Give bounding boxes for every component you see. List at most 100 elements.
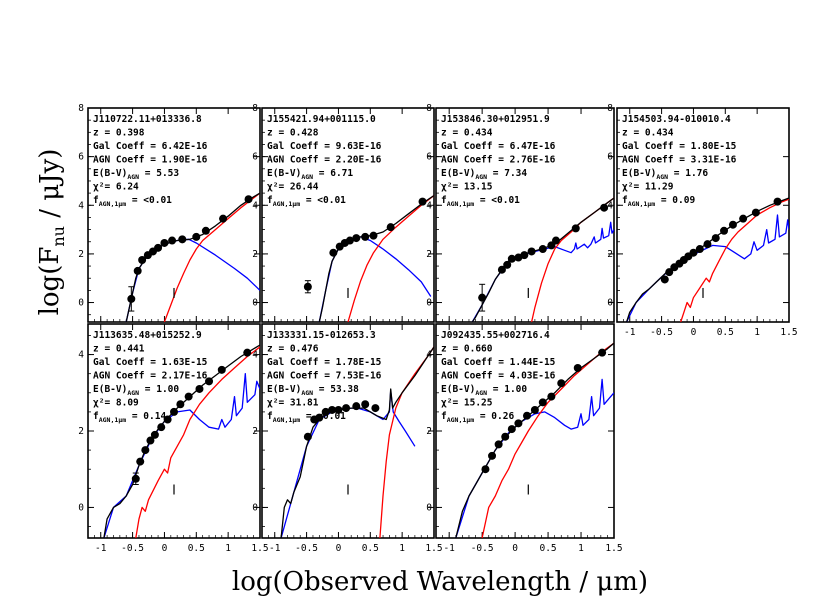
panel-fit-line-5: χ²= 8.09 (93, 398, 139, 409)
y-tick-label: 8 (426, 103, 432, 114)
panel-fit-line-6: fAGN,1μm = 0.14 (93, 411, 166, 424)
panel-fit-line-4: E(B-V)AGN = 6.71 (267, 168, 353, 181)
total-model-line (625, 197, 789, 322)
panel-grid: 0 2 4 6 8 J110722.11+013336.8 z = 0.398 Gal Coe… (78, 103, 797, 554)
photometry-point (361, 232, 370, 241)
total-model-line (318, 194, 434, 322)
photometry-point (192, 232, 201, 241)
photometry-point (352, 402, 361, 411)
x-tick-label: 1 (399, 543, 405, 554)
x-tick-label: 0 (162, 543, 168, 554)
photometry-point (150, 430, 159, 439)
panel-fit-line-1: z = 0.660 (441, 344, 493, 355)
x-tick-label: -1 (269, 543, 281, 554)
x-tick-label: 1.5 (425, 543, 442, 554)
photometry-point (157, 423, 166, 432)
panel-fit-line-4: E(B-V)AGN = 5.53 (93, 168, 179, 181)
y-tick-label: 4 (426, 350, 432, 361)
panel-fit-line-5: χ²= 31.81 (267, 398, 319, 409)
panel-fit-line-6: fAGN,1μm = <0.01 (93, 195, 172, 208)
y-tick-label: 4 (252, 200, 258, 211)
panel-fit-line-3: AGN Coeff = 4.03E-16 (441, 371, 556, 382)
x-tick-label: -1 (624, 327, 636, 338)
photometry-point (334, 405, 343, 414)
y-tick-label: 6 (607, 152, 613, 163)
total-model-line (471, 197, 614, 322)
panel-object-name: J153846.30+012951.9 (441, 114, 550, 125)
total-model-line (280, 346, 434, 538)
panel-object-name: J133331.15-012653.3 (267, 330, 376, 341)
photometry-point (514, 419, 523, 428)
x-tick-label: 1.5 (605, 543, 622, 554)
photometry-point (711, 234, 720, 243)
photometry-point (501, 432, 510, 441)
galaxy-template-line (626, 214, 789, 322)
panel-fit-line-3: AGN Coeff = 2.17E-16 (93, 371, 208, 382)
y-tick-label: 0 (78, 502, 84, 513)
photometry-point (303, 282, 312, 291)
photometry-point (497, 265, 506, 274)
y-axis-title-tail: / μJy) (35, 149, 65, 226)
panel-fit-line-6: fAGN,1μm = <0.01 (267, 195, 346, 208)
y-tick-label: 4 (252, 350, 258, 361)
photometry-point (141, 446, 150, 455)
photometry-point (146, 436, 155, 445)
panel-fit-line-5: χ²= 6.24 (93, 182, 139, 193)
y-tick-label: 8 (252, 103, 258, 114)
photometry-point (481, 465, 490, 474)
x-tick-label: 1 (754, 327, 760, 338)
panel-frame (435, 107, 615, 323)
x-tick-label: 1.5 (251, 543, 268, 554)
plot-area (280, 346, 434, 538)
x-tick-label: -1 (443, 543, 455, 554)
panel-frame (87, 107, 261, 323)
panel-object-name: J154503.94-010010.4 (622, 114, 731, 125)
photometry-point (345, 236, 354, 245)
photometry-point (160, 238, 169, 247)
photometry-point (244, 195, 253, 204)
agn-template-line (530, 197, 614, 322)
y-tick-label: 0 (426, 502, 432, 513)
agn-template-line (135, 346, 260, 538)
panel-fit-line-6: fAGN,1μm = 0.26 (441, 411, 514, 424)
photometry-point (243, 348, 252, 357)
panel-object-name: J155421.94+001115.0 (267, 114, 376, 125)
y-tick-label: 2 (607, 249, 613, 260)
x-tick-label: 0.5 (188, 543, 205, 554)
y-tick-label: 8 (607, 103, 613, 114)
photometry-point (178, 235, 187, 244)
sed-panel-5: 0 2 4 -1 -0.5 0 0.5 1 1.5 J113635.48+015252.9 z = … (78, 323, 269, 554)
y-tick-label: 6 (426, 152, 432, 163)
y-tick-label: 4 (78, 200, 84, 211)
x-tick-label: 1 (578, 543, 584, 554)
photometry-point (703, 240, 712, 249)
panel-fit-line-3: AGN Coeff = 1.90E-16 (93, 155, 208, 166)
photometry-point (170, 407, 178, 416)
plot-area (625, 197, 789, 322)
photometry-point (386, 223, 395, 232)
photometry-point (739, 214, 748, 223)
x-tick-label: -1 (95, 543, 107, 554)
photometry-point (205, 377, 214, 386)
panel-fit-line-5: χ²= 11.29 (622, 182, 674, 193)
photometry-point (751, 208, 760, 217)
photometry-point (600, 203, 609, 212)
photometry-point (163, 415, 172, 424)
agn-template-line (163, 192, 260, 322)
photometry-point (598, 348, 607, 357)
photometry-point (695, 245, 704, 254)
panel-object-name: J110722.11+013336.8 (93, 114, 202, 125)
panel-fit-line-6: fAGN,1μm = <0.01 (267, 411, 346, 424)
panel-fit-line-2: Gal Coeff = 6.47E-16 (441, 141, 556, 152)
photometry-point (219, 214, 228, 223)
x-tick-label: 1 (225, 543, 231, 554)
y-tick-label: 6 (252, 152, 258, 163)
panel-fit-line-4: E(B-V)AGN = 1.00 (441, 384, 527, 397)
x-tick-label: 0 (512, 543, 518, 554)
y-tick-label: 6 (78, 152, 84, 163)
photometry-point (660, 275, 669, 284)
panel-fit-line-4: E(B-V)AGN = 1.76 (622, 168, 708, 181)
panel-fit-line-3: AGN Coeff = 2.20E-16 (267, 155, 382, 166)
photometry-point (371, 404, 380, 413)
plot-area (103, 344, 260, 538)
